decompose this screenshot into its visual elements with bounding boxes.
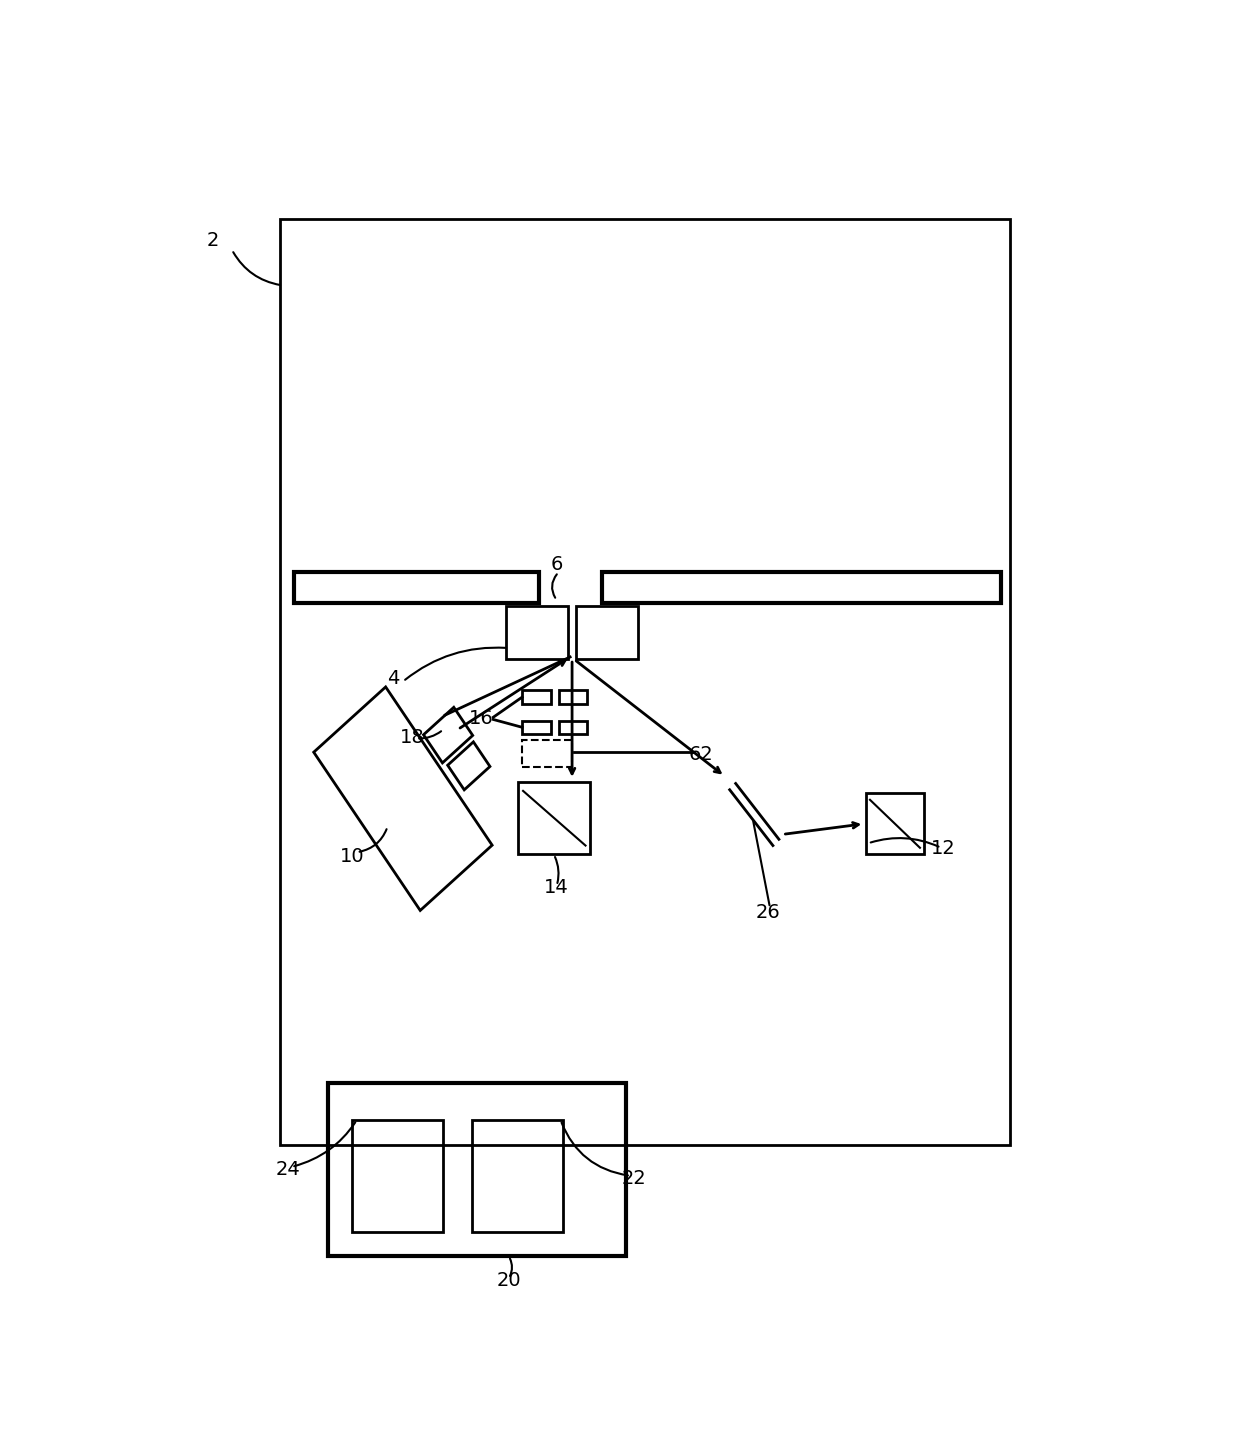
Bar xyxy=(506,606,568,659)
Bar xyxy=(280,219,1011,1145)
Bar xyxy=(575,606,639,659)
Bar xyxy=(601,572,1001,603)
Bar xyxy=(866,793,924,855)
Text: 4: 4 xyxy=(387,668,399,688)
Text: 26: 26 xyxy=(755,903,780,922)
Text: 2: 2 xyxy=(207,232,218,251)
Text: 14: 14 xyxy=(544,878,569,897)
Text: 20: 20 xyxy=(496,1271,521,1290)
Text: 12: 12 xyxy=(931,839,955,858)
Bar xyxy=(522,739,572,768)
Bar xyxy=(448,742,490,790)
Text: 22: 22 xyxy=(621,1168,646,1188)
Bar xyxy=(424,707,472,762)
Text: 24: 24 xyxy=(275,1159,300,1178)
Text: 16: 16 xyxy=(470,709,494,727)
Text: 62: 62 xyxy=(688,745,713,764)
Text: 18: 18 xyxy=(401,727,425,746)
Bar xyxy=(558,691,588,704)
Bar xyxy=(522,720,551,735)
Text: 6: 6 xyxy=(551,555,563,574)
Bar xyxy=(472,1120,563,1232)
Bar xyxy=(294,572,539,603)
Bar xyxy=(518,782,590,855)
Bar xyxy=(522,691,551,704)
Bar xyxy=(352,1120,444,1232)
Bar xyxy=(327,1084,626,1256)
Bar xyxy=(314,687,492,910)
Bar xyxy=(558,720,588,735)
Text: 10: 10 xyxy=(340,848,365,867)
